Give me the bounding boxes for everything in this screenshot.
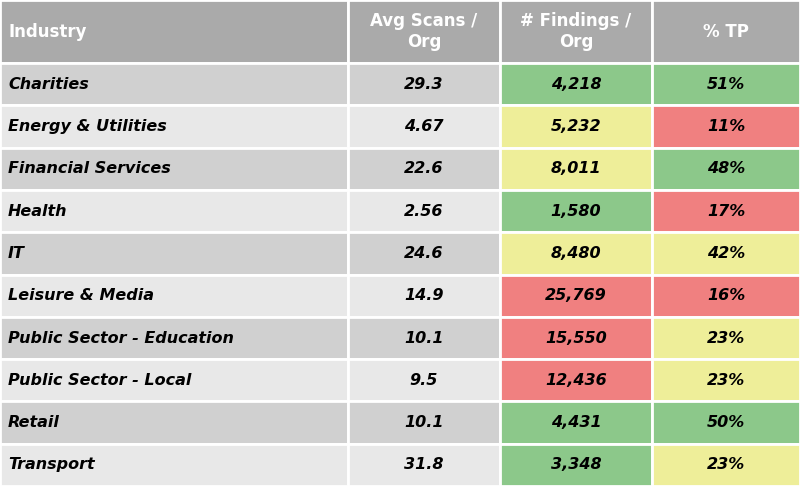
Text: 5,232: 5,232	[550, 119, 602, 134]
Bar	[0, 444, 348, 486]
Bar	[348, 317, 500, 359]
Bar	[652, 317, 800, 359]
Text: Public Sector - Education: Public Sector - Education	[8, 330, 234, 346]
Bar	[652, 63, 800, 105]
Bar	[348, 444, 500, 486]
Bar	[500, 401, 652, 444]
Bar	[0, 317, 348, 359]
Bar	[348, 275, 500, 317]
Text: 17%: 17%	[707, 204, 745, 219]
Text: Industry: Industry	[8, 22, 86, 41]
Text: 48%: 48%	[707, 161, 745, 176]
Text: 1,580: 1,580	[550, 204, 602, 219]
Text: Leisure & Media: Leisure & Media	[8, 288, 154, 303]
Text: Retail: Retail	[8, 415, 60, 430]
Text: 3,348: 3,348	[550, 457, 602, 472]
Bar	[500, 190, 652, 232]
Text: 10.1: 10.1	[404, 330, 444, 346]
Bar	[0, 148, 348, 190]
Bar	[500, 359, 652, 401]
Bar	[652, 148, 800, 190]
Text: 2.56: 2.56	[404, 204, 444, 219]
Bar	[0, 275, 348, 317]
Bar	[0, 401, 348, 444]
Text: Charities: Charities	[8, 77, 89, 92]
Text: 16%: 16%	[707, 288, 745, 303]
Text: 23%: 23%	[707, 330, 745, 346]
Bar	[0, 63, 348, 105]
Bar	[500, 232, 652, 275]
Bar	[652, 359, 800, 401]
Text: 11%: 11%	[707, 119, 745, 134]
Text: 51%: 51%	[707, 77, 745, 92]
Text: Financial Services: Financial Services	[8, 161, 170, 176]
Text: 8,480: 8,480	[550, 246, 602, 261]
Bar	[652, 0, 800, 63]
Text: 31.8: 31.8	[404, 457, 444, 472]
Text: 25,769: 25,769	[545, 288, 607, 303]
Bar	[500, 148, 652, 190]
Text: 4,218: 4,218	[550, 77, 602, 92]
Bar	[348, 0, 500, 63]
Bar	[348, 401, 500, 444]
Bar	[500, 444, 652, 486]
Text: 4.67: 4.67	[404, 119, 444, 134]
Bar	[500, 275, 652, 317]
Text: % TP: % TP	[703, 22, 749, 41]
Text: Public Sector - Local: Public Sector - Local	[8, 373, 191, 388]
Bar	[500, 105, 652, 148]
Bar	[348, 359, 500, 401]
Bar	[0, 0, 348, 63]
Text: 8,011: 8,011	[550, 161, 602, 176]
Text: # Findings /
Org: # Findings / Org	[520, 12, 632, 51]
Bar	[652, 232, 800, 275]
Bar	[348, 63, 500, 105]
Text: Energy & Utilities: Energy & Utilities	[8, 119, 166, 134]
Text: Transport: Transport	[8, 457, 94, 472]
Bar	[348, 105, 500, 148]
Bar	[500, 317, 652, 359]
Bar	[652, 444, 800, 486]
Text: Health: Health	[8, 204, 67, 219]
Text: 23%: 23%	[707, 373, 745, 388]
Bar	[0, 190, 348, 232]
Bar	[0, 359, 348, 401]
Text: 10.1: 10.1	[404, 415, 444, 430]
Text: 14.9: 14.9	[404, 288, 444, 303]
Bar	[652, 275, 800, 317]
Text: 15,550: 15,550	[545, 330, 607, 346]
Bar	[348, 148, 500, 190]
Bar	[652, 401, 800, 444]
Text: 23%: 23%	[707, 457, 745, 472]
Text: 9.5: 9.5	[410, 373, 438, 388]
Bar	[348, 232, 500, 275]
Text: 22.6: 22.6	[404, 161, 444, 176]
Bar	[652, 190, 800, 232]
Bar	[500, 0, 652, 63]
Text: 4,431: 4,431	[550, 415, 602, 430]
Text: 12,436: 12,436	[545, 373, 607, 388]
Text: 29.3: 29.3	[404, 77, 444, 92]
Text: 50%: 50%	[707, 415, 745, 430]
Bar	[348, 190, 500, 232]
Text: Avg Scans /
Org: Avg Scans / Org	[370, 12, 478, 51]
Bar	[0, 105, 348, 148]
Bar	[0, 232, 348, 275]
Text: 24.6: 24.6	[404, 246, 444, 261]
Text: 42%: 42%	[707, 246, 745, 261]
Text: IT: IT	[8, 246, 25, 261]
Bar	[652, 105, 800, 148]
Bar	[500, 63, 652, 105]
